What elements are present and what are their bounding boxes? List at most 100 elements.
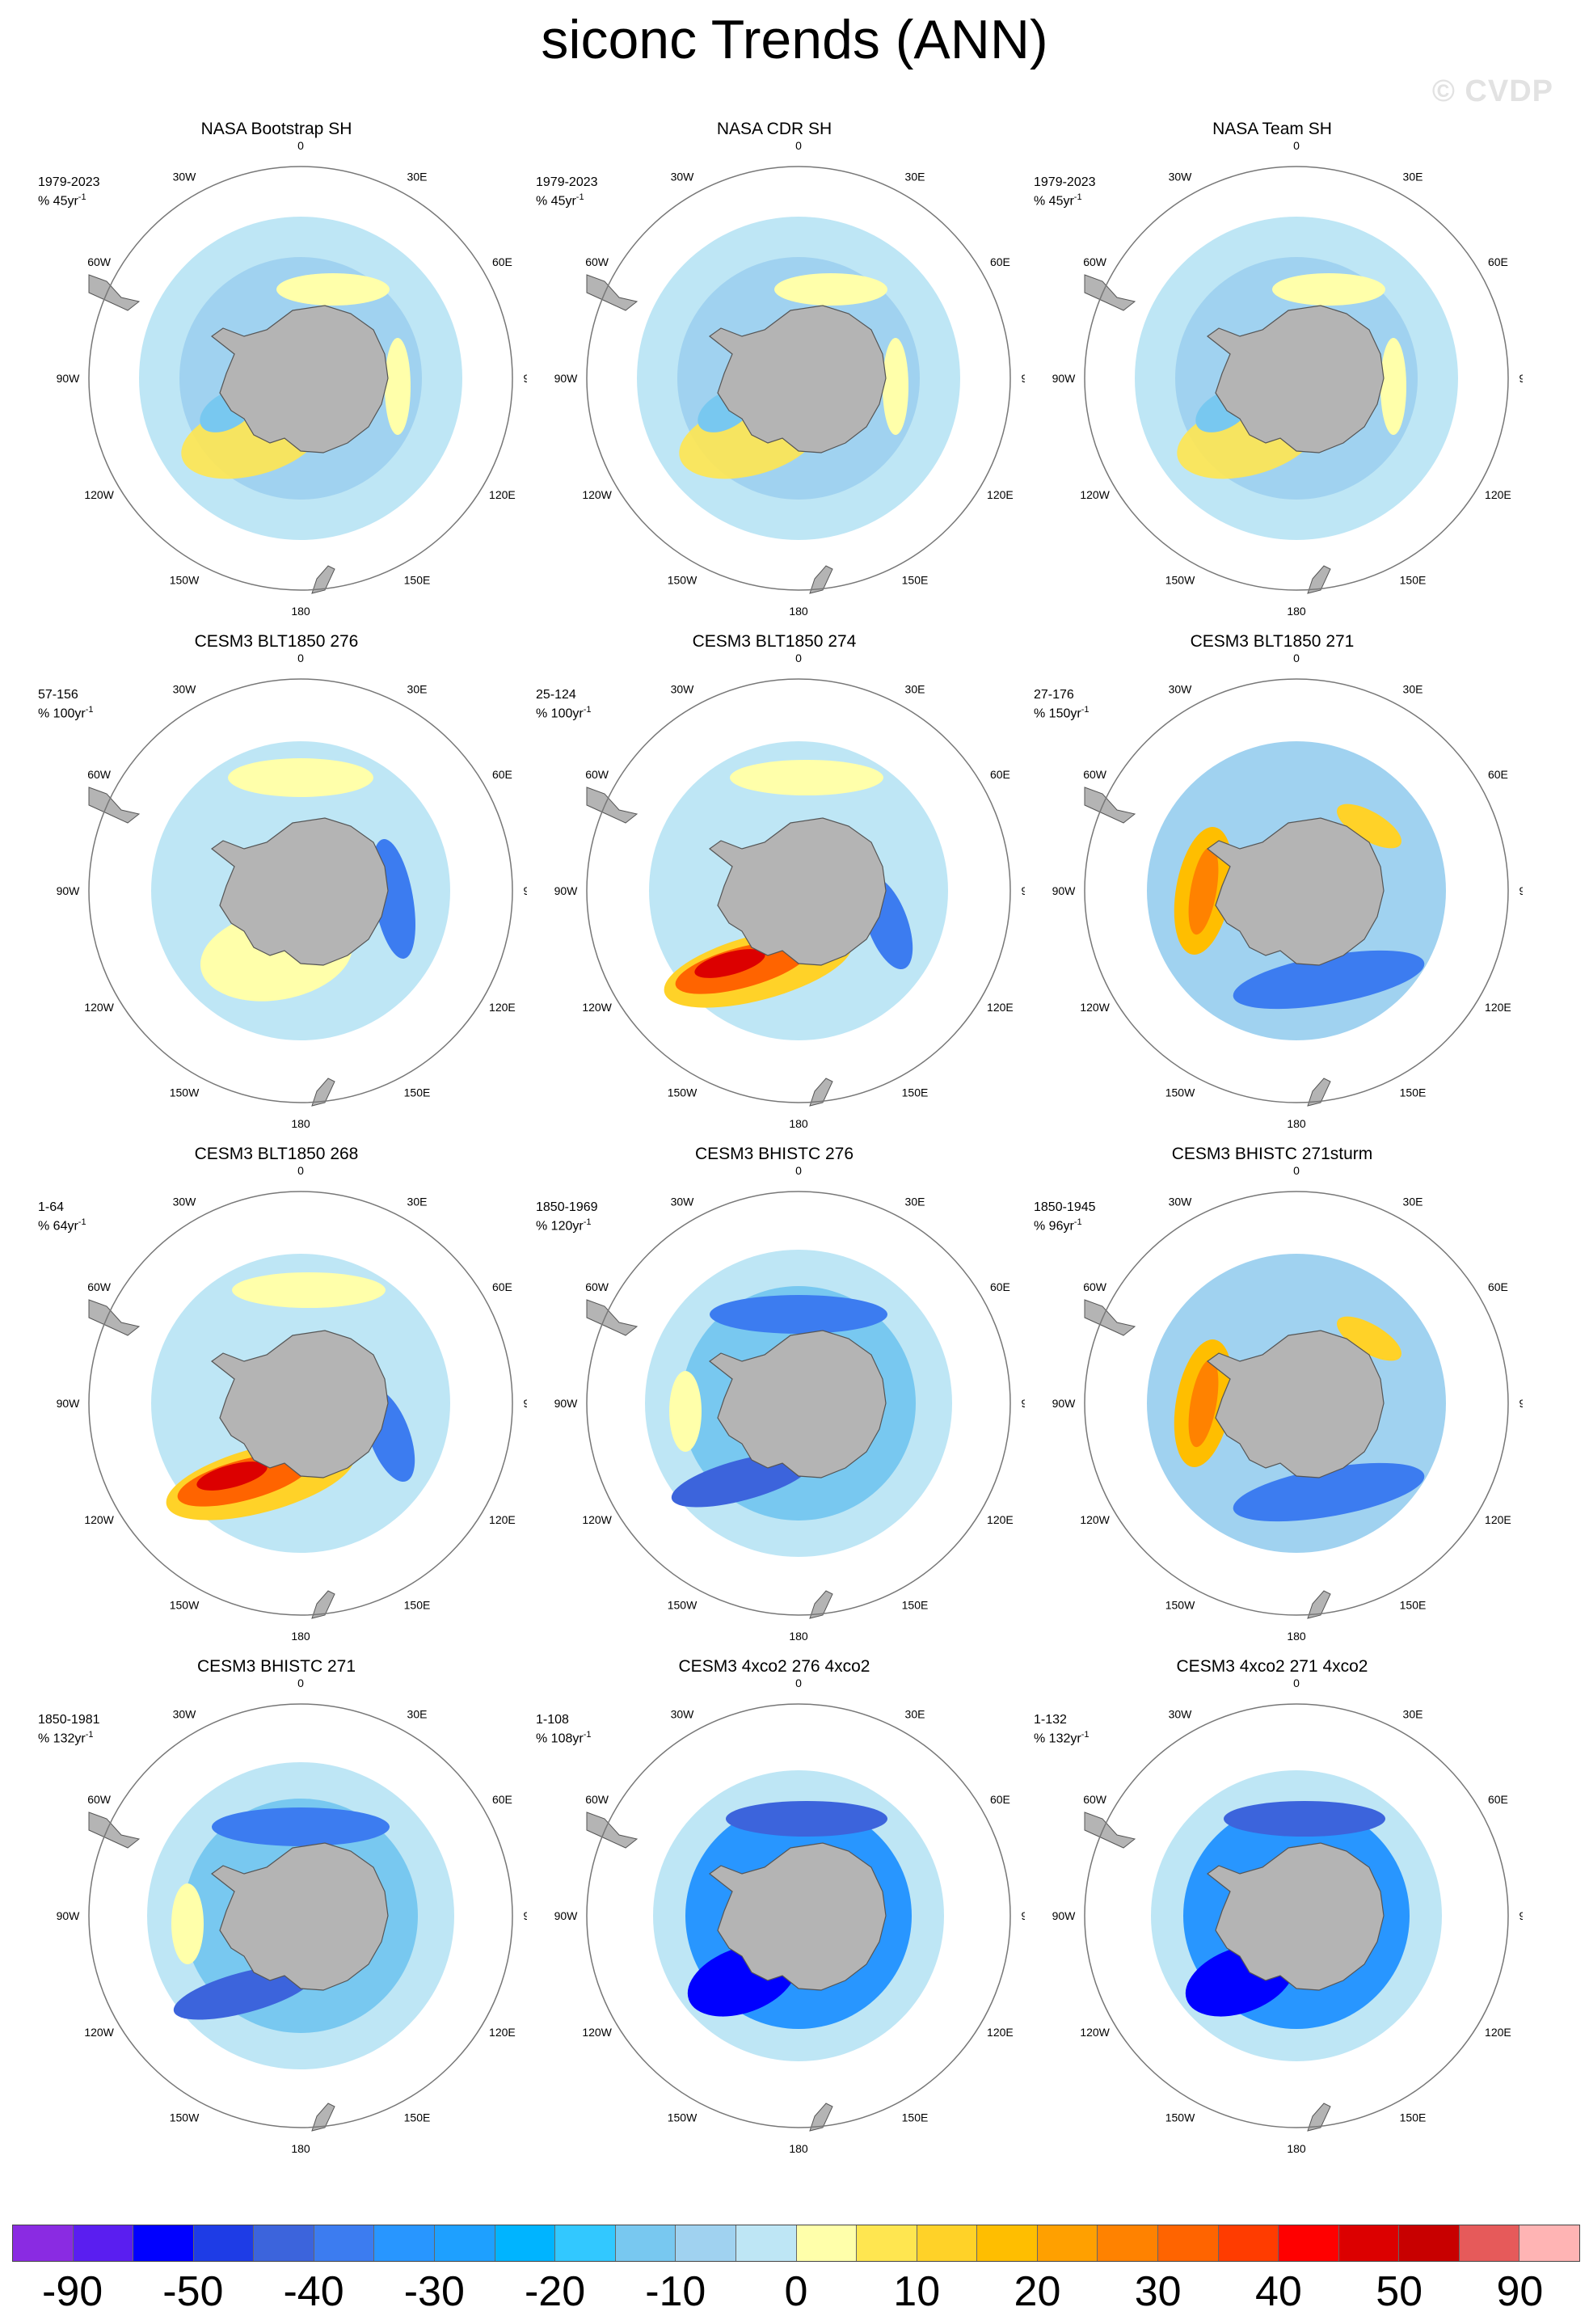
longitude-label: 60E (990, 1793, 1010, 1806)
longitude-label: 120W (1080, 2026, 1110, 2039)
longitude-label: 180 (1287, 1117, 1306, 1130)
map-border (88, 1191, 513, 1616)
south-america-landmass (586, 1299, 639, 1336)
longitude-label: 60E (990, 1280, 1010, 1293)
colorbar (12, 2225, 1580, 2262)
longitude-label: 150W (170, 1598, 200, 1611)
south-america-landmass (88, 787, 141, 824)
south-america-landmass (88, 1299, 141, 1336)
map-panel: CESM3 BLT1850 274 25-124% 100yr-1 0 30E 60E 9… (524, 632, 1025, 1158)
colorbar-swatch (1218, 2225, 1279, 2261)
longitude-label: 30W (671, 1708, 695, 1721)
panel-title: NASA Bootstrap SH (200, 120, 352, 138)
longitude-label: 30W (671, 683, 695, 696)
map-panel: CESM3 BHISTC 271 1850-1981% 132yr-1 0 30E 60… (26, 1657, 527, 2183)
map-panel: NASA Bootstrap SH 1979-2023% 45yr-1 0 30E 60… (26, 120, 527, 645)
new-zealand-landmass (311, 565, 335, 594)
longitude-label: 150W (1165, 1598, 1195, 1611)
polar-map: 0 30E 60E 90E 120E 150E 180 150W 120W 90W 60W 30W (554, 139, 1025, 618)
antarctica-landmass (1206, 817, 1385, 966)
longitude-label: 60E (492, 768, 512, 781)
longitude-label: 150W (170, 2111, 200, 2124)
longitude-label: 90W (57, 884, 81, 897)
longitude-label: 120W (84, 488, 114, 501)
longitude-label: 0 (795, 1677, 802, 1689)
longitude-label: 0 (297, 652, 304, 664)
panel-title: CESM3 BLT1850 271 (1190, 632, 1355, 651)
longitude-label: 30E (1403, 683, 1423, 696)
longitude-label: 90W (57, 372, 81, 385)
antarctica-landmass (708, 305, 887, 453)
longitude-label: 0 (795, 652, 802, 664)
longitude-label: 60E (492, 255, 512, 268)
new-zealand-landmass (311, 1078, 335, 1107)
longitude-label: 60W (585, 1793, 609, 1806)
map-panel: CESM3 4xco2 271 4xco2 1-132% 132yr-1 0 30E 6… (1022, 1657, 1523, 2183)
page-title: siconc Trends (ANN) (541, 9, 1048, 70)
colorbar-tick-label: 20 (1014, 2268, 1061, 2315)
colorbar-swatch (495, 2225, 556, 2261)
panel-title: NASA Team SH (1212, 120, 1332, 138)
longitude-label: 0 (1293, 139, 1300, 152)
longitude-label: 150E (902, 1086, 929, 1099)
antarctica-landmass (210, 1330, 389, 1478)
longitude-label: 90E (524, 884, 527, 897)
longitude-label: 150E (1400, 573, 1427, 586)
panel-title: CESM3 BHISTC 271 (196, 1657, 356, 1676)
longitude-label: 60E (990, 255, 1010, 268)
longitude-label: 150E (1400, 1086, 1427, 1099)
new-zealand-landmass (1307, 565, 1331, 594)
map-border (586, 678, 1011, 1103)
colorbar-swatch (374, 2225, 436, 2261)
colorbar-tick-label: -30 (403, 2268, 465, 2315)
antarctica-landmass (1206, 1330, 1385, 1478)
longitude-label: 60E (1488, 1793, 1508, 1806)
longitude-label: 30E (905, 683, 925, 696)
colorbar-swatch (1037, 2225, 1098, 2261)
longitude-label: 120E (489, 488, 516, 501)
panel-period: 1979-2023% 45yr-1 (1034, 175, 1096, 209)
colorbar-tick-label: -20 (524, 2268, 586, 2315)
longitude-label: 60W (1083, 1280, 1107, 1293)
colorbar-swatch (254, 2225, 314, 2261)
longitude-label: 0 (297, 1677, 304, 1689)
colorbar-tick-label: -10 (645, 2268, 706, 2315)
panel-period: 1850-1945% 96yr-1 (1034, 1200, 1096, 1234)
map-panel: CESM3 4xco2 276 4xco2 1-108% 108yr-1 0 30E 6… (524, 1657, 1025, 2183)
antarctica-landmass (210, 1842, 389, 1991)
longitude-label: 150E (1400, 1598, 1427, 1611)
longitude-label: 180 (789, 1630, 808, 1643)
south-america-landmass (586, 787, 639, 824)
longitude-label: 90E (1022, 1909, 1025, 1922)
longitude-label: 150W (1165, 1086, 1195, 1099)
longitude-label: 120E (1485, 1001, 1511, 1014)
colorbar-swatch (735, 2225, 797, 2261)
colorbar-swatch (1279, 2225, 1339, 2261)
panel-title: CESM3 4xco2 276 4xco2 (678, 1657, 870, 1676)
panel-period: 25-124% 100yr-1 (536, 688, 592, 721)
longitude-label: 180 (1287, 2142, 1306, 2155)
longitude-label: 60W (87, 255, 112, 268)
longitude-label: 150W (1165, 573, 1195, 586)
longitude-label: 0 (795, 139, 802, 152)
polar-map: 0 30E 60E 90E 120E 150E 180 150W 120W 90W 60W 30W (1052, 1677, 1523, 2155)
longitude-label: 30E (1403, 1708, 1423, 1721)
colorbar-swatch (676, 2225, 736, 2261)
longitude-label: 180 (291, 2142, 310, 2155)
colorbar-swatch (435, 2225, 495, 2261)
panel-period: 1850-1981% 132yr-1 (38, 1713, 100, 1746)
colorbar-swatch (1098, 2225, 1158, 2261)
longitude-label: 120E (489, 2026, 516, 2039)
colorbar-tick-label: 0 (784, 2268, 808, 2315)
polar-map: 0 30E 60E 90E 120E 150E 180 150W 120W 90W 60W 30W (57, 652, 527, 1130)
new-zealand-landmass (809, 1078, 833, 1107)
longitude-label: 90W (1052, 1909, 1077, 1922)
panel-period: 1-64% 64yr-1 (38, 1200, 86, 1234)
colorbar-swatch (555, 2225, 616, 2261)
longitude-label: 120E (987, 1513, 1014, 1526)
longitude-label: 120E (987, 2026, 1014, 2039)
longitude-label: 0 (297, 139, 304, 152)
longitude-label: 30W (173, 1196, 197, 1208)
colorbar-swatch (857, 2225, 917, 2261)
longitude-label: 120E (987, 1001, 1014, 1014)
